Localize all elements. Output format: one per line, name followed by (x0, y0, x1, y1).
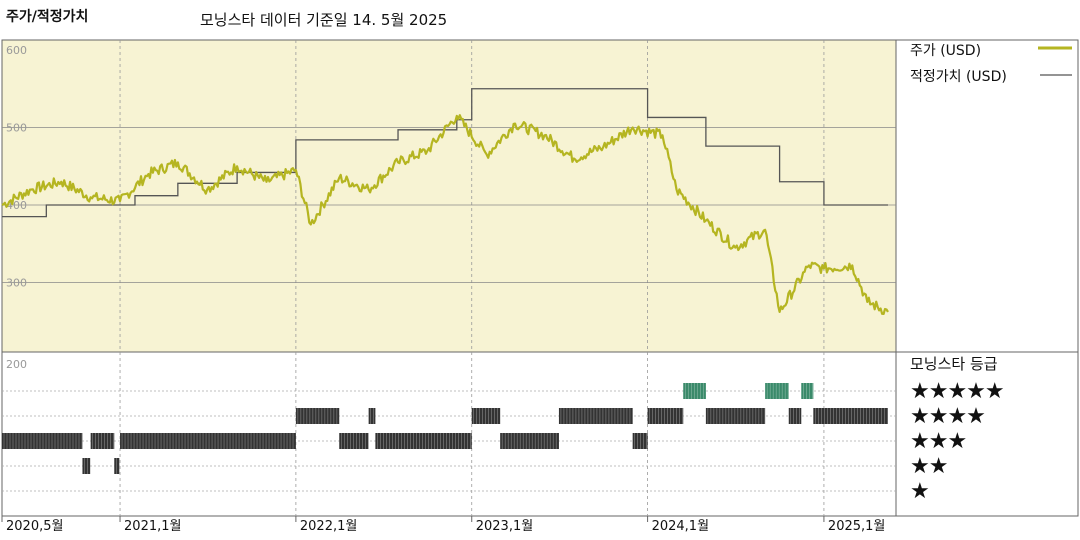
fair-value-line (2, 88, 888, 218)
rating-marks (2, 383, 888, 474)
rating-bar-4-star (705, 408, 766, 424)
x-tick-label: 2023,1월 (476, 519, 533, 534)
rating-bar-5-star (683, 383, 706, 399)
price-legend-label: 주가 (USD) (910, 43, 982, 59)
y-tick-label: 500 (6, 122, 27, 135)
fair-value-series (2, 88, 888, 218)
rating-bar-3-star (2, 433, 83, 449)
chart-label: 주가/적정가치 (6, 9, 89, 25)
rating-bar-3-star (120, 433, 296, 449)
two-star-label: ★★ (910, 454, 948, 479)
y-tick-label: 200 (6, 358, 27, 371)
five-star-label: ★★★★★ (910, 379, 1005, 404)
four-star-label: ★★★★ (910, 404, 986, 429)
x-tick-label: 2021,1월 (124, 519, 181, 534)
fair-value-legend-label: 적정가치 (USD) (910, 69, 1007, 85)
three-star-label: ★★★ (910, 429, 967, 454)
x-tick-label: 2024,1월 (652, 519, 709, 534)
rating-bar-2-star (82, 458, 91, 474)
price-series (1, 114, 889, 315)
rating-bar-4-star (647, 408, 684, 424)
rating-bar-2-star (114, 458, 120, 474)
x-tick-label: 2025,1월 (828, 519, 885, 534)
x-tick-label: 2020,5월 (6, 519, 63, 534)
rating-bar-4-star (295, 408, 340, 424)
price-line (1, 114, 889, 315)
x-axis-ticks: 2020,5월 2021,1월 2022,1월 2023,1월 2024,1월 2025,… (1, 516, 885, 534)
rating-panel-title: 모닝스타 등급 (910, 355, 998, 373)
rating-bar-4-star (788, 408, 802, 424)
y-tick-label: 300 (6, 277, 27, 290)
source-date-text: 모닝스타 데이터 기준일 14. 5월 2025 (200, 11, 448, 29)
x-tick-label: 2022,1월 (300, 519, 357, 534)
rating-bar-3-star (90, 433, 115, 449)
rating-bar-3-star (375, 433, 472, 449)
rating-bar-4-star (558, 408, 633, 424)
rating-bar-4-star (368, 408, 376, 424)
rating-bar-3-star (339, 433, 369, 449)
rating-bar-5-star (765, 383, 789, 399)
y-tick-label: 600 (6, 44, 27, 57)
one-star-label: ★ (910, 479, 930, 504)
side-panel (895, 39, 1079, 517)
rating-bar-5-star (801, 383, 814, 399)
